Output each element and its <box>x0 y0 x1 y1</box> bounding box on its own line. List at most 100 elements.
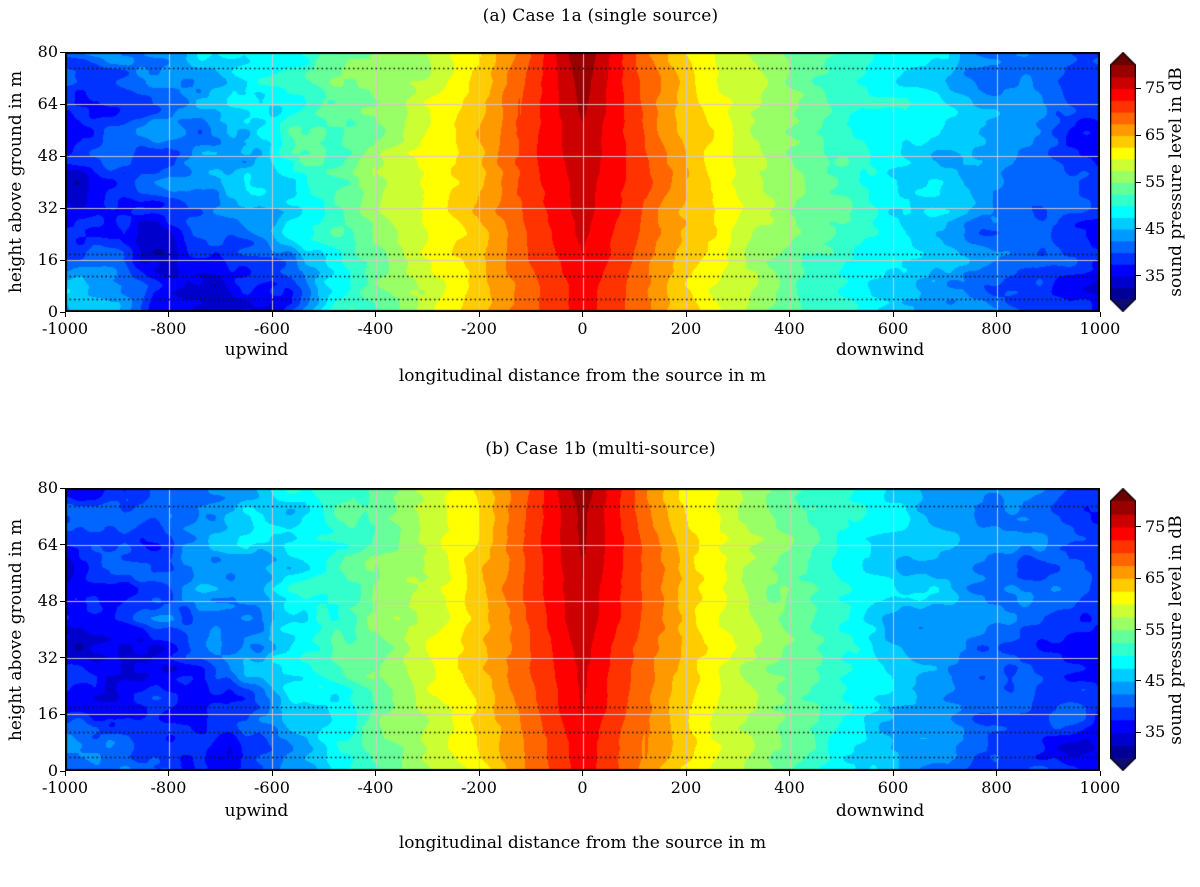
heatmap-canvas <box>65 488 1100 771</box>
colorbar-canvas <box>1110 52 1136 312</box>
x-tick-label: -800 <box>150 319 187 338</box>
x-tick-label: -200 <box>461 778 497 797</box>
y-tick-mark <box>60 544 65 546</box>
colorbar-tick-mark <box>1136 731 1141 733</box>
upwind-annotation: upwind <box>224 801 289 821</box>
x-tick-label: 800 <box>981 778 1012 797</box>
colorbar-tick-mark <box>1136 228 1141 230</box>
colorbar-tick-label: 65 <box>1145 125 1166 145</box>
colorbar-tick-label: 75 <box>1145 78 1166 98</box>
x-tick-mark <box>478 312 480 317</box>
y-tick-mark <box>60 770 65 772</box>
downwind-annotation: downwind <box>835 801 925 821</box>
colorbar-tick-mark <box>1136 87 1141 89</box>
x-tick-mark <box>271 312 273 317</box>
x-tick-label: 0 <box>577 778 588 797</box>
y-tick-mark <box>60 259 65 261</box>
colorbar-tick-label: 35 <box>1145 265 1166 285</box>
colorbar-canvas <box>1110 488 1136 771</box>
x-tick-label: 0 <box>577 319 588 338</box>
y-tick-label: 16 <box>37 250 58 269</box>
colorbar-tick-label: 45 <box>1145 218 1166 238</box>
colorbar <box>1110 488 1136 771</box>
colorbar-tick-label: 35 <box>1145 722 1166 742</box>
x-tick-label: 400 <box>774 319 805 338</box>
y-tick-label: 64 <box>37 534 58 554</box>
x-tick-label: 200 <box>670 778 702 797</box>
y-tick-label: 0 <box>47 761 58 780</box>
x-tick-mark <box>271 771 273 776</box>
y-tick-mark <box>60 657 65 659</box>
y-tick-label: 32 <box>37 647 58 667</box>
y-tick-label: 48 <box>37 591 58 611</box>
y-tick-mark <box>60 155 65 157</box>
upwind-annotation: upwind <box>224 340 289 360</box>
y-tick-mark <box>60 487 65 489</box>
heatmap-plot <box>65 52 1100 312</box>
x-tick-label: 400 <box>774 778 805 797</box>
x-tick-mark <box>1099 771 1101 776</box>
colorbar-tick-label: 55 <box>1145 619 1166 639</box>
x-tick-mark <box>478 771 480 776</box>
x-tick-label: -600 <box>254 319 290 338</box>
x-tick-label: -400 <box>357 778 394 797</box>
x-tick-mark <box>1099 312 1101 317</box>
x-tick-label: 600 <box>877 319 909 338</box>
heatmap-canvas <box>65 52 1100 312</box>
x-tick-mark <box>996 312 997 317</box>
downwind-annotation: downwind <box>835 340 925 360</box>
y-tick-mark <box>60 103 65 105</box>
colorbar-tick-mark <box>1136 629 1141 630</box>
y-tick-mark <box>60 207 65 209</box>
figure-case-1b: (b) Case 1b (multi-source) height above … <box>0 433 1200 887</box>
y-tick-label: 80 <box>37 42 58 61</box>
figure-b-title: (b) Case 1b (multi-source) <box>485 439 716 459</box>
x-tick-mark <box>996 771 997 776</box>
x-tick-label: 600 <box>877 778 909 797</box>
x-tick-mark <box>892 771 894 776</box>
x-tick-mark <box>64 312 66 317</box>
y-tick-mark <box>60 713 65 715</box>
colorbar-tick-mark <box>1136 680 1141 682</box>
x-tick-label: -200 <box>461 319 497 338</box>
y-tick-mark <box>60 311 65 313</box>
y-tick-mark <box>60 600 65 602</box>
x-tick-label: -600 <box>254 778 290 797</box>
figure-a-title: (a) Case 1a (single source) <box>482 6 719 26</box>
colorbar-tick-mark <box>1136 275 1141 277</box>
figure-case-1a: (a) Case 1a (single source) height above… <box>0 0 1200 433</box>
colorbar-tick-label: 55 <box>1145 172 1166 191</box>
x-tick-mark <box>168 771 169 776</box>
x-tick-label: -800 <box>150 778 187 797</box>
x-tick-label: 1000 <box>1079 778 1121 797</box>
x-tick-label: 800 <box>981 319 1012 338</box>
x-tick-label: -1000 <box>41 319 89 338</box>
colorbar-tick-label: 75 <box>1145 516 1166 536</box>
x-tick-mark <box>789 771 790 776</box>
x-tick-label: 1000 <box>1079 319 1121 338</box>
x-tick-mark <box>375 771 376 776</box>
x-tick-label: -400 <box>357 319 394 338</box>
x-tick-mark <box>685 312 687 317</box>
y-tick-label: 32 <box>37 198 58 217</box>
x-tick-mark <box>64 771 66 776</box>
y-tick-label: 0 <box>47 302 58 321</box>
x-axis-label: longitudinal distance from the source in… <box>398 366 767 386</box>
colorbar-tick-mark <box>1136 526 1141 528</box>
heatmap-plot <box>65 488 1100 771</box>
y-tick-label: 16 <box>37 704 58 724</box>
colorbar-tick-mark <box>1136 134 1141 136</box>
x-tick-label: 200 <box>670 319 702 338</box>
y-tick-label: 48 <box>37 146 58 165</box>
colorbar-tick-label: 65 <box>1145 568 1166 588</box>
x-tick-mark <box>582 312 583 317</box>
x-tick-mark <box>789 312 790 317</box>
y-tick-label: 80 <box>37 478 58 497</box>
x-tick-mark <box>375 312 376 317</box>
colorbar-label: sound pressure level in dB <box>1166 67 1186 297</box>
y-tick-label: 64 <box>37 94 58 113</box>
y-tick-mark <box>60 51 65 53</box>
x-axis-label: longitudinal distance from the source in… <box>398 833 767 853</box>
x-tick-label: -1000 <box>41 778 89 797</box>
x-tick-mark <box>685 771 687 776</box>
